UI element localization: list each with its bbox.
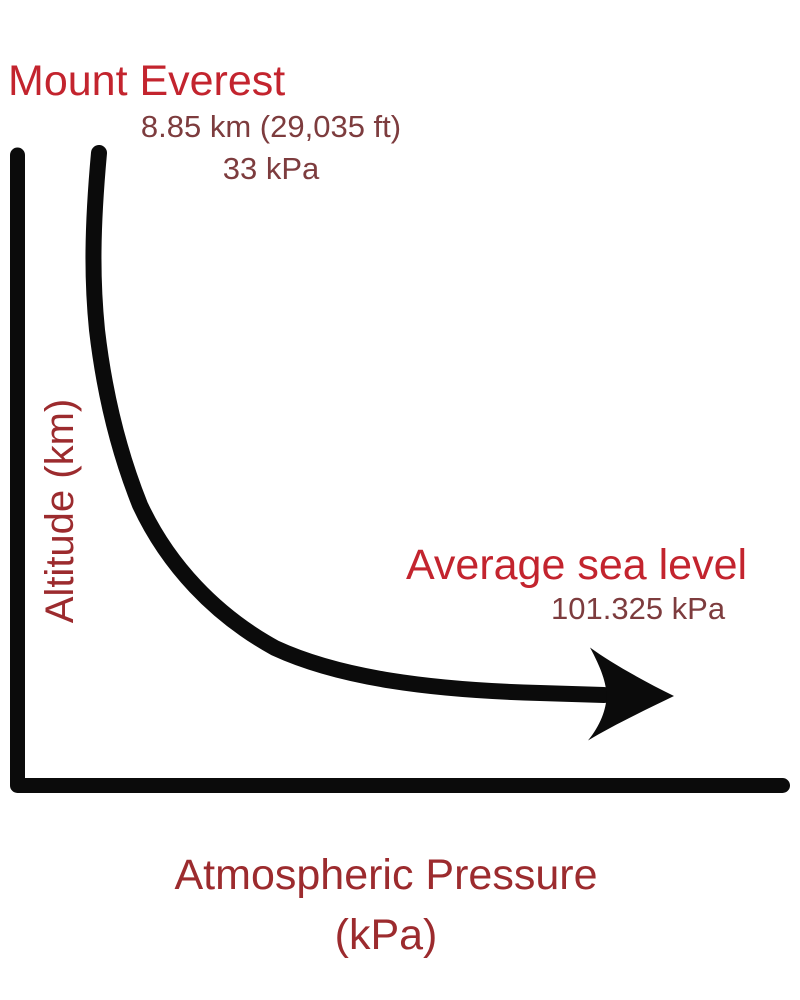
sea-level-annotation-title: Average sea level	[406, 541, 748, 589]
everest-altitude-value: 8.85 km (29,035 ft)	[140, 109, 402, 144]
everest-annotation-title: Mount Everest	[8, 57, 286, 105]
x-axis-title-line2: (kPa)	[334, 911, 438, 959]
everest-annotation-stats: 8.85 km (29,035 ft) 33 kPa	[71, 106, 471, 190]
everest-pressure-value: 33 kPa	[222, 151, 320, 186]
y-axis-title: Altitude (km)	[38, 398, 82, 624]
x-axis-title: Atmospheric Pressure (kPa)	[136, 845, 636, 965]
pressure-altitude-curve	[85, 145, 612, 703]
sea-level-pressure-value: 101.325 kPa	[551, 591, 726, 626]
x-axis-title-line1: Atmospheric Pressure	[174, 851, 598, 899]
curve-arrowhead-icon	[588, 647, 674, 741]
axes-lines	[10, 147, 790, 793]
